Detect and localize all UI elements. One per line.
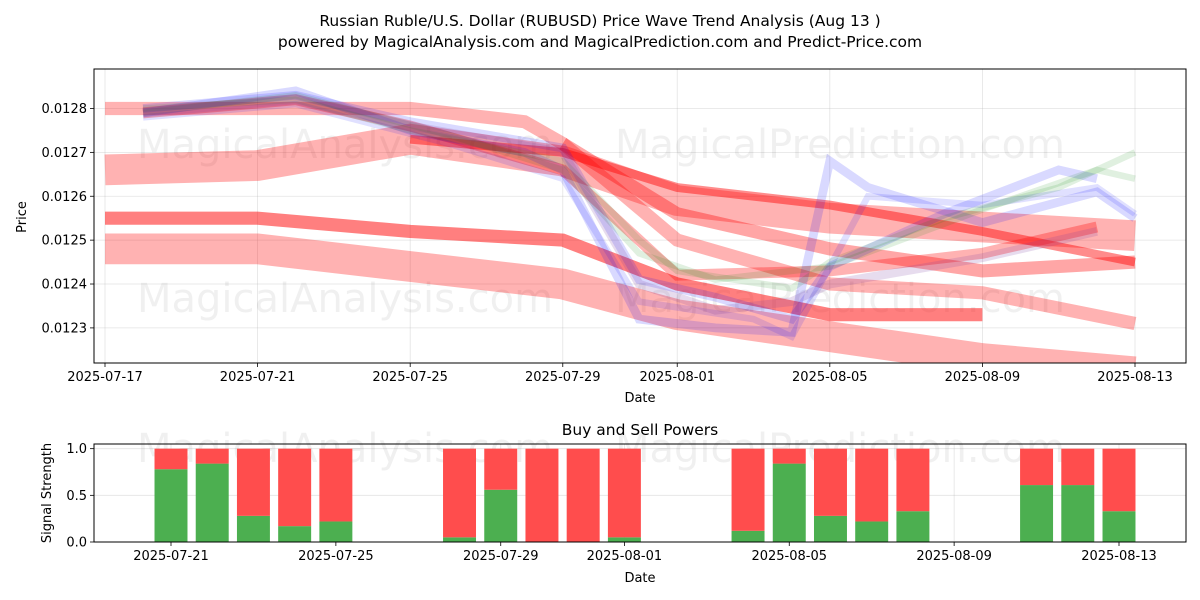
buy-sell-chart-title: Buy and Sell Powers [562,421,719,439]
buy-bar [195,463,229,542]
wave-band-blue-9 [142,100,1137,341]
price-y-tick-label: 0.0127 [42,146,88,161]
buy-bar [236,515,270,542]
signal-x-tick-label: 2025-07-25 [298,549,374,564]
signal-x-tick-label: 2025-08-01 [587,549,663,564]
buy-bar [1102,511,1136,542]
buy-bar [319,521,353,542]
wave-band-red-6 [142,94,1099,281]
sell-bar [484,448,518,490]
sell-bar [1102,448,1136,512]
price-x-tick-label: 2025-07-29 [525,370,601,385]
price-series [104,86,1138,363]
buy-bar [1061,485,1095,542]
price-plot-frame [93,68,1187,364]
sell-bar [195,448,229,464]
price-y-axis-label: Price [15,201,30,233]
signal-x-axis-label: Date [624,571,655,586]
chart-title-line1: Russian Ruble/U.S. Dollar (RUBUSD) Price… [319,12,880,30]
wave-band-red-0 [105,101,1137,330]
buy-bar [484,489,518,542]
sell-bar [1061,448,1095,486]
sell-bar [896,448,930,512]
wave-band-blue-7 [142,86,1138,337]
price-grid [94,69,1186,363]
price-y-tick-label: 0.0125 [42,234,88,249]
buy-bar [1020,485,1054,542]
signal-y-axis-label: Signal Strength [40,443,55,543]
buy-bar [896,511,930,542]
sell-bar [236,448,270,516]
signal-bars [154,448,1136,542]
signal-y-tick-label: 0.0 [66,536,87,551]
wave-band-red-3 [105,211,983,322]
sell-bar [278,448,312,527]
sell-bar [607,448,641,538]
buy-bar [607,537,641,542]
signal-y-tick-label: 0.5 [66,489,87,504]
sell-bar [525,448,559,542]
price-y-tick-label: 0.0128 [42,102,88,117]
sell-bar [154,448,188,470]
buy-bar [154,469,188,542]
signal-x-tick-label: 2025-08-13 [1081,549,1157,564]
watermark-magicalanalysis-mid: MagicalAnalysis.com [137,276,553,322]
sell-bar [443,448,477,538]
buy-bar [813,515,847,542]
price-axes: 2025-07-17 2025-07-21 2025-07-25 2025-07-29… [42,102,1173,385]
sell-bar [731,448,765,531]
wave-band-red-2 [105,233,1137,363]
price-x-tick-label: 2025-08-09 [945,370,1021,385]
sell-bar [772,448,806,464]
price-y-tick-label: 0.0123 [42,321,88,336]
wave-band-green-11 [142,91,1136,283]
wave-band-red-1 [104,123,1136,252]
wave-band-red-4 [409,134,1136,267]
sell-bar [855,448,889,522]
price-x-tick-label: 2025-08-13 [1097,370,1173,385]
buy-bar [772,463,806,542]
wave-band-red-5 [559,137,1136,278]
price-y-tick-label: 0.0126 [42,190,88,205]
buy-bar [855,521,889,542]
buy-bar [731,530,765,542]
sell-bar [566,448,600,542]
buy-sell-chart: Buy and Sell Powers MagicalAnalysis.com … [40,421,1187,586]
signal-x-tick-label: 2025-08-09 [916,549,992,564]
watermark-magicalprediction-top: MagicalPrediction.com [615,122,1065,168]
signal-x-tick-label: 2025-08-05 [751,549,827,564]
price-x-tick-label: 2025-08-01 [639,370,715,385]
signal-y-tick-label: 1.0 [66,442,87,457]
signal-axes: 2025-07-21 2025-07-25 2025-07-29 2025-08-01… [66,442,1156,564]
price-x-tick-label: 2025-08-05 [792,370,868,385]
signal-x-tick-label: 2025-07-29 [463,549,539,564]
watermark-magicalanalysis-top: MagicalAnalysis.com [137,122,553,168]
sell-bar [1020,448,1054,486]
price-x-axis-label: Date [624,391,655,406]
buy-bar [278,526,312,542]
price-x-tick-label: 2025-07-17 [67,370,143,385]
price-x-tick-label: 2025-07-25 [372,370,448,385]
wave-band-blue-8 [142,90,1098,325]
sell-bar [319,448,353,522]
wave-band-green-10 [142,96,1137,292]
price-x-tick-label: 2025-07-21 [220,370,296,385]
chart-title-line2: powered by MagicalAnalysis.com and Magic… [278,33,922,51]
signal-x-tick-label: 2025-07-21 [133,549,209,564]
price-y-tick-label: 0.0124 [42,278,88,293]
price-wave-chart: MagicalAnalysis.com MagicalPrediction.co… [15,68,1187,406]
wave-band-purple-12 [142,95,1098,315]
sell-bar [813,448,847,516]
signal-plot-frame [93,443,1187,543]
buy-bar [443,537,477,542]
